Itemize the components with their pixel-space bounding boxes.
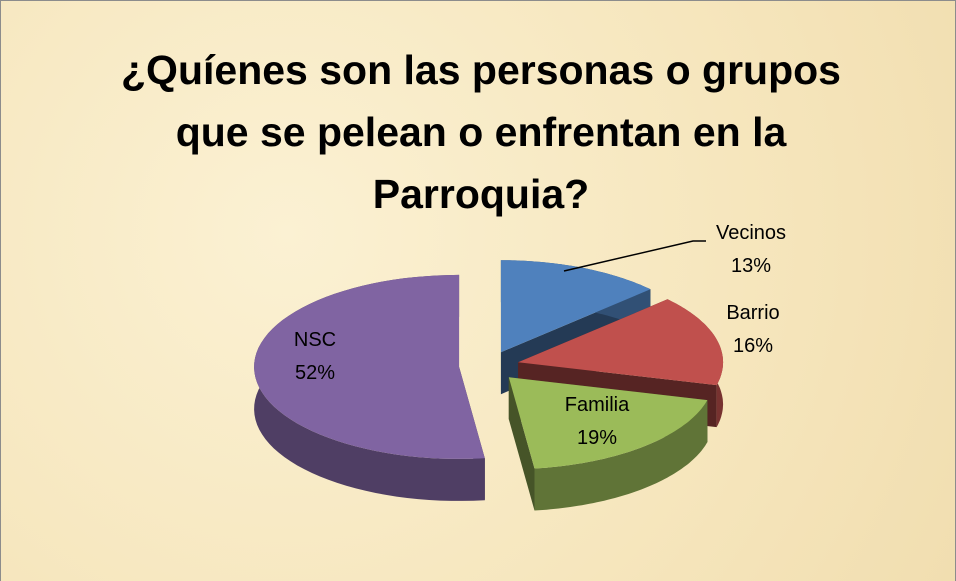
- slice: [500, 260, 651, 353]
- slice: [508, 377, 708, 469]
- data-label-value: 16%: [733, 335, 773, 357]
- slice-side: [508, 377, 535, 511]
- slice: [254, 274, 485, 501]
- slice-wall: [534, 400, 708, 511]
- slice: [518, 299, 724, 386]
- chart-title: ¿Quíenes son las personas o grupos que s…: [121, 47, 841, 217]
- data-label-value: 19%: [577, 427, 617, 449]
- data-label-name: NSC: [294, 329, 336, 351]
- data-label-name: Vecinos: [716, 222, 786, 244]
- data-label-value: 13%: [731, 255, 771, 277]
- data-label-value: 52%: [295, 362, 335, 384]
- leader-line: [563, 240, 706, 272]
- data-label-name: Barrio: [726, 302, 779, 324]
- slice: [508, 377, 708, 511]
- slice: [254, 274, 485, 459]
- data-label-name: Familia: [565, 394, 630, 416]
